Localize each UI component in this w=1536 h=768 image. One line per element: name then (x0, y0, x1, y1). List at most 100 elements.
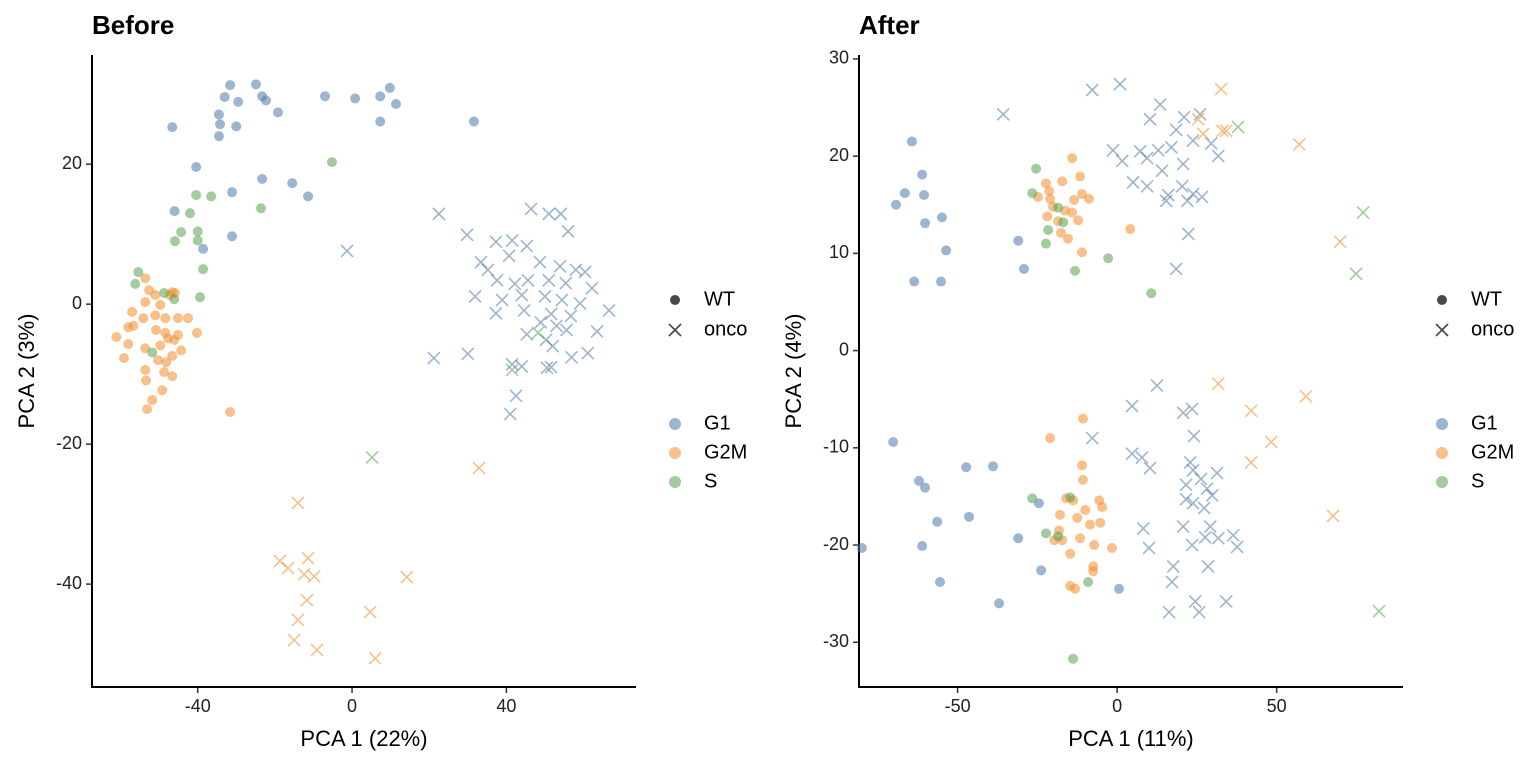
point-x (515, 288, 529, 302)
x-stroke (1143, 112, 1157, 126)
x-stroke (301, 551, 315, 565)
x-stroke (1159, 194, 1173, 208)
point (1062, 233, 1073, 244)
point-x (1197, 501, 1211, 515)
point-x (363, 605, 377, 619)
point (1107, 542, 1118, 553)
legend-label: G1 (704, 412, 731, 434)
point (1075, 533, 1086, 544)
point (964, 511, 975, 522)
point-x (581, 346, 595, 360)
series (856, 136, 1125, 609)
series (273, 461, 486, 665)
x-stroke (1211, 377, 1225, 391)
point (1067, 153, 1078, 164)
x-stroke (1179, 478, 1193, 492)
legend-swatch (1436, 476, 1448, 488)
point-x (540, 361, 554, 375)
x-stroke (554, 207, 568, 221)
point (1073, 215, 1084, 226)
point (1075, 171, 1086, 182)
point-x (1244, 404, 1258, 418)
x-stroke (1151, 143, 1165, 157)
point-x (1164, 140, 1178, 154)
point-x (996, 107, 1010, 121)
x-stroke (559, 276, 573, 290)
point (1027, 493, 1038, 504)
point-x (1140, 179, 1154, 193)
point (127, 306, 138, 317)
series (167, 79, 479, 254)
point (856, 542, 867, 553)
point-x (1193, 107, 1207, 121)
x-tick-label: -50 (945, 696, 971, 716)
x-stroke (540, 361, 554, 375)
point (287, 178, 298, 189)
point (1055, 509, 1066, 520)
x-axis-title: PCA 1 (11%) (1068, 726, 1194, 751)
point (1040, 238, 1051, 249)
point-x (1211, 377, 1225, 391)
point (1045, 193, 1056, 204)
x-stroke (490, 273, 504, 287)
point (1077, 189, 1088, 200)
x-stroke (340, 244, 354, 258)
point-x (1204, 136, 1218, 151)
point (1065, 492, 1076, 503)
point-x (565, 350, 579, 364)
point (1057, 176, 1068, 187)
point-x (1169, 123, 1183, 137)
point (1043, 225, 1054, 236)
x-stroke (1292, 137, 1306, 152)
point-x (578, 265, 592, 279)
x-stroke (1169, 123, 1183, 137)
x-stroke (533, 255, 547, 269)
point-x (549, 319, 564, 333)
legend-label: WT (704, 288, 735, 310)
x-stroke (1215, 124, 1229, 138)
point (1013, 533, 1024, 544)
legend-label: WT (1471, 288, 1502, 310)
x-stroke (502, 249, 516, 263)
legend-label: G2M (1471, 441, 1514, 463)
point (384, 82, 395, 93)
point-x (1356, 205, 1370, 220)
point-x (1203, 520, 1217, 534)
x-stroke (365, 450, 379, 465)
x-stroke (1165, 575, 1179, 589)
point-x (1179, 478, 1193, 492)
x-stroke (1125, 399, 1139, 413)
point-x (281, 561, 295, 575)
point (152, 355, 163, 366)
point-x (544, 307, 558, 321)
point (169, 206, 180, 217)
point-x (1177, 110, 1191, 124)
x-stroke (1176, 520, 1190, 534)
point-x (1143, 112, 1157, 126)
point-x (1194, 472, 1208, 486)
x-stroke (472, 461, 486, 475)
point (128, 320, 139, 331)
x-stroke (542, 273, 556, 287)
x-stroke (1186, 496, 1200, 510)
point (130, 278, 141, 289)
point-x (1142, 541, 1156, 555)
point (215, 119, 226, 130)
x-stroke (1179, 492, 1193, 506)
point (1077, 247, 1088, 258)
point-x (555, 293, 569, 307)
x-stroke (542, 207, 556, 221)
y-tick-label: 0 (839, 339, 849, 359)
point (326, 157, 337, 168)
point (227, 231, 238, 242)
point-x (1151, 143, 1165, 157)
point (375, 116, 386, 127)
point (1125, 224, 1136, 235)
panel: After PCA 1 (11%) PCA 2 (4%) -50 0 50 -30 -20 -1… (781, 10, 1515, 751)
x-stroke (546, 339, 560, 353)
point (169, 294, 180, 305)
point (198, 243, 209, 254)
x-stroke (1230, 540, 1244, 554)
point (1036, 565, 1047, 576)
point-x (1435, 323, 1449, 337)
